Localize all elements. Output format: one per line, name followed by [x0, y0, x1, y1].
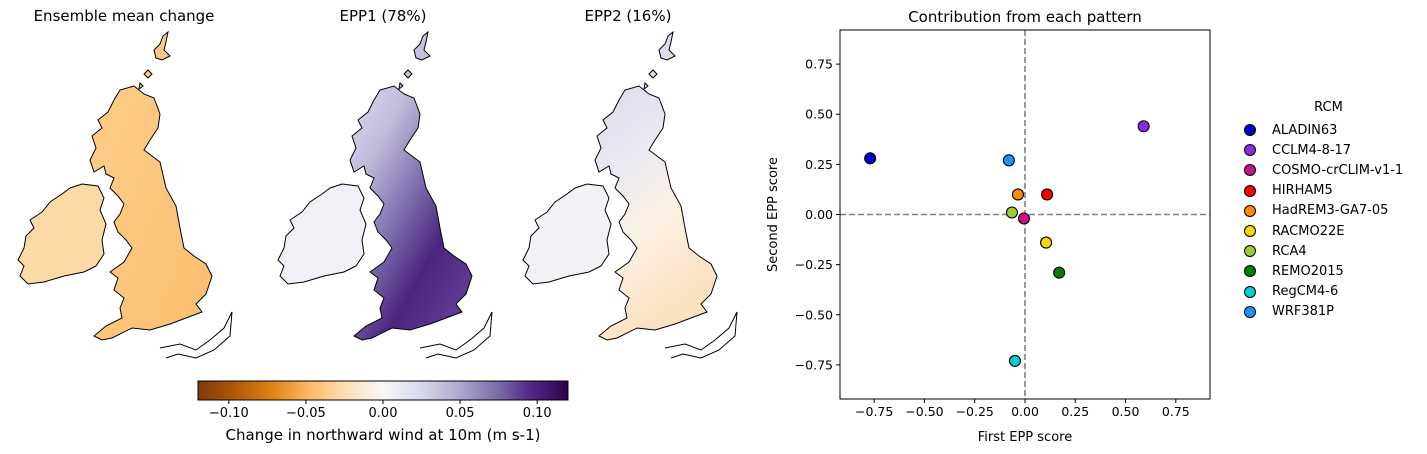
y-tick-label: −0.50	[795, 307, 833, 322]
colorbar-tick-label: 0.05	[446, 406, 475, 421]
y-tick-label: 0.00	[805, 207, 833, 222]
legend-label: REMO2015	[1272, 263, 1344, 279]
y-tick-label: 0.50	[805, 107, 833, 122]
x-tick-label: 0.75	[1162, 404, 1190, 419]
legend-label: HIRHAM5	[1272, 183, 1333, 199]
legend-label: ALADIN63	[1272, 122, 1338, 138]
legend-item: REMO2015	[1236, 261, 1421, 281]
legend-marker-icon	[1244, 144, 1256, 157]
legend-item: RACMO22E	[1236, 221, 1421, 241]
ireland-landmass	[522, 183, 612, 285]
colorbar: −0.10 −0.05 0.00 0.05 0.10 Change in northwar…	[197, 380, 569, 444]
map-epp1	[277, 30, 493, 359]
map-title-ensemble-mean: Ensemble mean change	[33, 7, 215, 25]
map-title-epp2: EPP2 (16%)	[584, 7, 672, 25]
point-hadrem3-ga7-05	[1011, 188, 1025, 201]
great-britain-landmass	[349, 30, 473, 341]
point-cosmo-crclim-v1-1	[1017, 212, 1031, 225]
france-coastline	[664, 311, 738, 359]
legend-label: CCLM4-8-17	[1272, 142, 1352, 158]
legend-item: RCA4	[1236, 241, 1421, 261]
legend-label: WRF381P	[1272, 304, 1335, 320]
legend-marker-icon	[1244, 245, 1256, 258]
x-tick-label: −0.25	[956, 404, 994, 419]
ireland-landmass	[17, 183, 107, 285]
france-coastline	[419, 311, 493, 359]
y-axis-label: Second EPP score	[766, 157, 781, 272]
colorbar-gradient	[197, 380, 569, 401]
colorbar-label: Change in northward wind at 10m (m s-1)	[226, 426, 541, 444]
x-tick-label: 0.00	[1011, 404, 1039, 419]
legend-item: HadREM3-GA7-05	[1236, 201, 1421, 221]
legend-marker-icon	[1244, 225, 1256, 238]
map-epp2	[522, 30, 738, 359]
legend-label: RCA4	[1272, 243, 1307, 259]
legend-item: ALADIN63	[1236, 120, 1421, 140]
great-britain-landmass	[89, 30, 213, 341]
legend-item: RegCM4-6	[1236, 282, 1421, 302]
chart-title: Contribution from each pattern	[908, 8, 1142, 26]
legend-marker-icon	[1244, 184, 1256, 197]
legend-item: COSMO-crCLIM-v1-1	[1236, 160, 1421, 180]
point-wrf381p	[1002, 154, 1015, 167]
colorbar-tick-label: −0.10	[209, 406, 249, 421]
x-tick-label: 0.25	[1061, 404, 1089, 419]
map-title-epp1: EPP1 (78%)	[339, 7, 427, 25]
colorbar-tick-label: −0.05	[286, 406, 326, 421]
y-tick-label: −0.25	[795, 257, 833, 272]
legend-item: CCLM4-8-17	[1236, 140, 1421, 160]
ireland-landmass	[277, 183, 367, 285]
y-tick-label: 0.25	[805, 157, 833, 172]
point-aladin63	[864, 152, 877, 165]
legend-items: ALADIN63 CCLM4-8-17 COSMO-crCLIM-v1-1 HIRHA…	[1236, 120, 1421, 322]
y-tick-label: 0.75	[805, 57, 833, 72]
x-tick-label: −0.50	[905, 404, 943, 419]
point-remo2015	[1053, 266, 1066, 279]
legend-item: HIRHAM5	[1236, 181, 1421, 201]
legend-marker-icon	[1244, 164, 1256, 177]
x-tick-label: −0.75	[855, 404, 893, 419]
legend-marker-icon	[1244, 285, 1256, 298]
map-ensemble-mean	[17, 30, 233, 359]
x-axis-label: First EPP score	[978, 430, 1072, 445]
scatter-chart: Contribution from each pattern −0.75 −0.50…	[766, 8, 1211, 445]
legend-marker-icon	[1244, 305, 1256, 318]
colorbar-tick-label: 0.10	[523, 406, 552, 421]
france-coastline	[159, 311, 233, 359]
legend-label: RegCM4-6	[1272, 284, 1339, 300]
legend-title: RCM	[1314, 100, 1343, 115]
point-hirham5	[1041, 188, 1054, 201]
x-tick-label: 0.50	[1112, 404, 1140, 419]
legend-marker-icon	[1244, 124, 1256, 137]
point-rca4	[1005, 206, 1018, 219]
legend-label: RACMO22E	[1272, 223, 1345, 239]
point-cclm4-8-17	[1137, 120, 1150, 133]
point-racmo22e	[1040, 236, 1053, 249]
y-tick-label: −0.75	[795, 357, 833, 372]
legend-marker-icon	[1244, 204, 1256, 217]
colorbar-tick-label: 0.00	[369, 406, 398, 421]
great-britain-landmass	[594, 30, 718, 341]
legend-marker-icon	[1244, 265, 1256, 278]
legend-label: HadREM3-GA7-05	[1272, 203, 1389, 219]
legend-label: COSMO-crCLIM-v1-1	[1272, 162, 1404, 178]
point-regcm4-6	[1008, 354, 1021, 367]
legend-item: WRF381P	[1236, 302, 1421, 322]
legend: RCM ALADIN63 CCLM4-8-17 COSMO-crCLIM-v1-1 H…	[1236, 100, 1421, 322]
